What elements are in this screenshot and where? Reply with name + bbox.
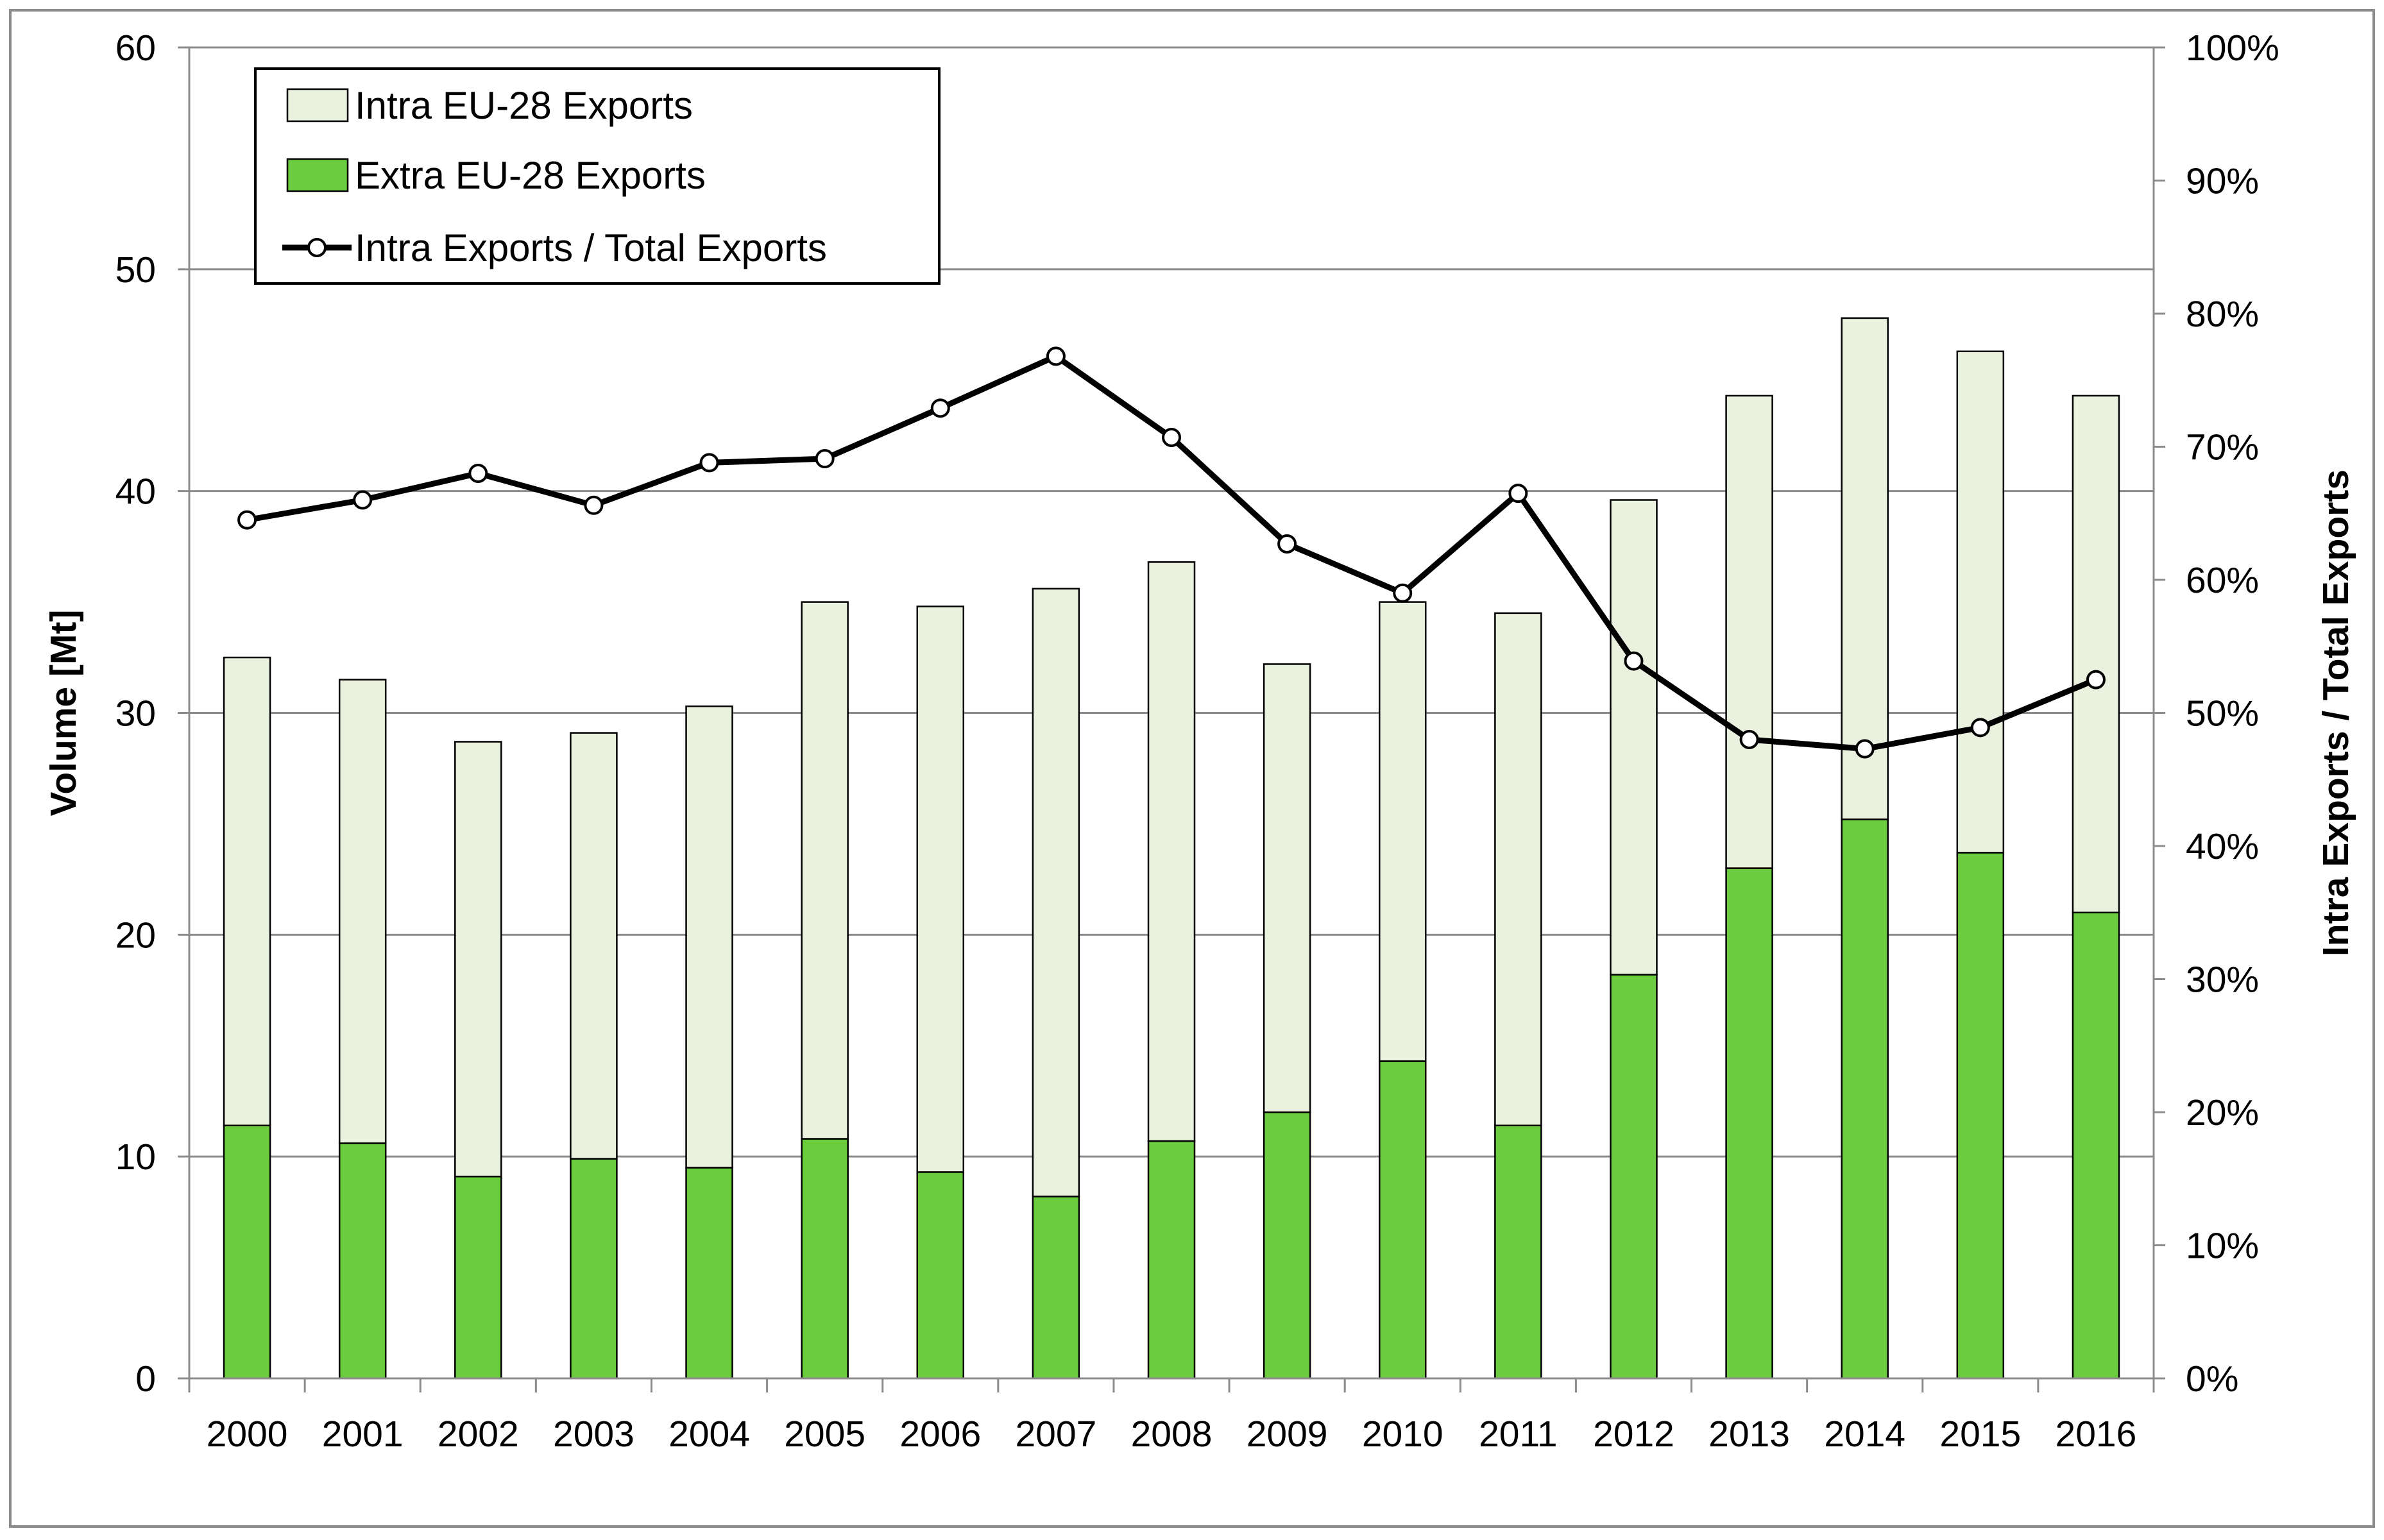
y-tick-label-left-0: 0 bbox=[135, 1358, 156, 1400]
legend-box bbox=[254, 67, 941, 285]
y-tick-label-right-50%: 50% bbox=[2186, 693, 2259, 734]
line-point-2009 bbox=[1277, 534, 1297, 554]
line-point-2007 bbox=[1046, 346, 1066, 366]
bar-extra-eu-28-exports-2004 bbox=[685, 1167, 733, 1380]
line-point-2010 bbox=[1393, 583, 1413, 603]
legend-swatch-extra bbox=[286, 158, 349, 192]
x-tick-label-2000: 2000 bbox=[207, 1414, 288, 1455]
line-point-2002 bbox=[468, 464, 488, 483]
legend-label-2: Intra Exports / Total Exports bbox=[355, 226, 827, 269]
line-point-2015 bbox=[1970, 718, 1990, 738]
x-tick-label-2016: 2016 bbox=[2056, 1414, 2137, 1455]
legend-label-1: Extra EU-28 Exports bbox=[355, 154, 706, 197]
y-tick-label-left-10: 10 bbox=[115, 1137, 156, 1178]
x-tick-label-2010: 2010 bbox=[1362, 1414, 1443, 1455]
line-point-2003 bbox=[584, 495, 604, 515]
bar-extra-eu-28-exports-2005 bbox=[801, 1138, 849, 1380]
bar-intra-eu-28-exports-2000 bbox=[223, 656, 271, 1126]
line-point-2000 bbox=[237, 510, 257, 530]
y-tick-label-right-100%: 100% bbox=[2186, 28, 2279, 69]
y-tick-label-right-10%: 10% bbox=[2186, 1226, 2259, 1267]
x-tick-label-2006: 2006 bbox=[899, 1414, 981, 1455]
y-tick-label-left-30: 30 bbox=[115, 693, 156, 734]
line-point-2012 bbox=[1624, 651, 1644, 671]
bar-intra-eu-28-exports-2003 bbox=[570, 732, 618, 1160]
bar-intra-eu-28-exports-2013 bbox=[1725, 394, 1773, 869]
chart-frame bbox=[9, 9, 2375, 1528]
bar-intra-eu-28-exports-2012 bbox=[1610, 499, 1658, 976]
x-tick-label-2008: 2008 bbox=[1131, 1414, 1213, 1455]
y-tick-label-right-70%: 70% bbox=[2186, 427, 2259, 468]
line-point-2001 bbox=[353, 490, 373, 510]
legend-label-0: Intra EU-28 Exports bbox=[355, 84, 693, 127]
bar-intra-eu-28-exports-2005 bbox=[801, 601, 849, 1140]
bar-intra-eu-28-exports-2002 bbox=[454, 741, 502, 1178]
x-tick-label-2001: 2001 bbox=[322, 1414, 404, 1455]
y-tick-label-right-80%: 80% bbox=[2186, 294, 2259, 335]
y-axis-title-right: Intra Exports / Total Exports bbox=[2315, 470, 2356, 956]
line-point-2008 bbox=[1162, 427, 1181, 447]
line-point-2014 bbox=[1855, 739, 1875, 759]
y-tick-label-right-40%: 40% bbox=[2186, 826, 2259, 867]
y-tick-label-right-90%: 90% bbox=[2186, 161, 2259, 202]
bar-intra-eu-28-exports-2011 bbox=[1494, 612, 1542, 1126]
bar-intra-eu-28-exports-2016 bbox=[2072, 394, 2120, 913]
bar-intra-eu-28-exports-2004 bbox=[685, 705, 733, 1169]
bar-extra-eu-28-exports-2014 bbox=[1841, 818, 1889, 1380]
y-tick-label-right-20%: 20% bbox=[2186, 1092, 2259, 1133]
line-point-2011 bbox=[1508, 484, 1528, 503]
x-tick-label-2005: 2005 bbox=[784, 1414, 865, 1455]
line-point-2013 bbox=[1739, 730, 1759, 749]
y-tick-label-left-50: 50 bbox=[115, 250, 156, 291]
line-point-2016 bbox=[2086, 670, 2106, 690]
bar-extra-eu-28-exports-2001 bbox=[338, 1142, 387, 1380]
y-tick-label-right-30%: 30% bbox=[2186, 960, 2259, 1001]
bar-extra-eu-28-exports-2012 bbox=[1610, 974, 1658, 1380]
bar-extra-eu-28-exports-2013 bbox=[1725, 867, 1773, 1380]
line-point-2005 bbox=[815, 449, 835, 469]
x-tick-label-2004: 2004 bbox=[668, 1414, 750, 1455]
x-tick-label-2013: 2013 bbox=[1708, 1414, 1790, 1455]
bar-extra-eu-28-exports-2009 bbox=[1263, 1111, 1311, 1380]
y-tick-label-left-20: 20 bbox=[115, 915, 156, 956]
bar-intra-eu-28-exports-2014 bbox=[1841, 317, 1889, 820]
legend-swatch-intra bbox=[286, 88, 349, 123]
line-point-2004 bbox=[699, 453, 719, 473]
x-tick-label-2003: 2003 bbox=[553, 1414, 634, 1455]
bar-extra-eu-28-exports-2016 bbox=[2072, 911, 2120, 1380]
x-tick-label-2015: 2015 bbox=[1939, 1414, 2021, 1455]
x-tick-label-2011: 2011 bbox=[1479, 1414, 1558, 1455]
bar-extra-eu-28-exports-2000 bbox=[223, 1124, 271, 1380]
bar-intra-eu-28-exports-2008 bbox=[1147, 561, 1196, 1142]
y-tick-label-right-0%: 0% bbox=[2186, 1358, 2238, 1400]
bar-extra-eu-28-exports-2011 bbox=[1494, 1124, 1542, 1380]
bar-intra-eu-28-exports-2010 bbox=[1378, 601, 1427, 1062]
bar-extra-eu-28-exports-2003 bbox=[570, 1158, 618, 1380]
bar-extra-eu-28-exports-2002 bbox=[454, 1176, 502, 1380]
y-tick-label-right-60%: 60% bbox=[2186, 560, 2259, 601]
bar-extra-eu-28-exports-2015 bbox=[1956, 852, 2005, 1380]
bar-intra-eu-28-exports-2001 bbox=[338, 679, 387, 1144]
bar-intra-eu-28-exports-2009 bbox=[1263, 663, 1311, 1113]
x-tick-label-2014: 2014 bbox=[1824, 1414, 1905, 1455]
bar-intra-eu-28-exports-2006 bbox=[916, 605, 965, 1173]
bar-extra-eu-28-exports-2006 bbox=[916, 1171, 965, 1380]
bar-intra-eu-28-exports-2007 bbox=[1032, 588, 1080, 1197]
x-tick-label-2009: 2009 bbox=[1247, 1414, 1328, 1455]
line-point-2006 bbox=[930, 398, 950, 418]
y-tick-label-left-60: 60 bbox=[115, 28, 156, 69]
y-tick-label-left-40: 40 bbox=[115, 471, 156, 512]
x-tick-label-2012: 2012 bbox=[1593, 1414, 1674, 1455]
x-tick-label-2007: 2007 bbox=[1015, 1414, 1096, 1455]
bar-intra-eu-28-exports-2015 bbox=[1956, 350, 2005, 854]
legend-swatch-ratio-marker bbox=[307, 238, 327, 257]
x-tick-label-2002: 2002 bbox=[438, 1414, 519, 1455]
bar-extra-eu-28-exports-2010 bbox=[1378, 1060, 1427, 1380]
bar-extra-eu-28-exports-2007 bbox=[1032, 1196, 1080, 1380]
y-axis-title-left: Volume [Mt] bbox=[43, 610, 84, 817]
bar-extra-eu-28-exports-2008 bbox=[1147, 1140, 1196, 1380]
